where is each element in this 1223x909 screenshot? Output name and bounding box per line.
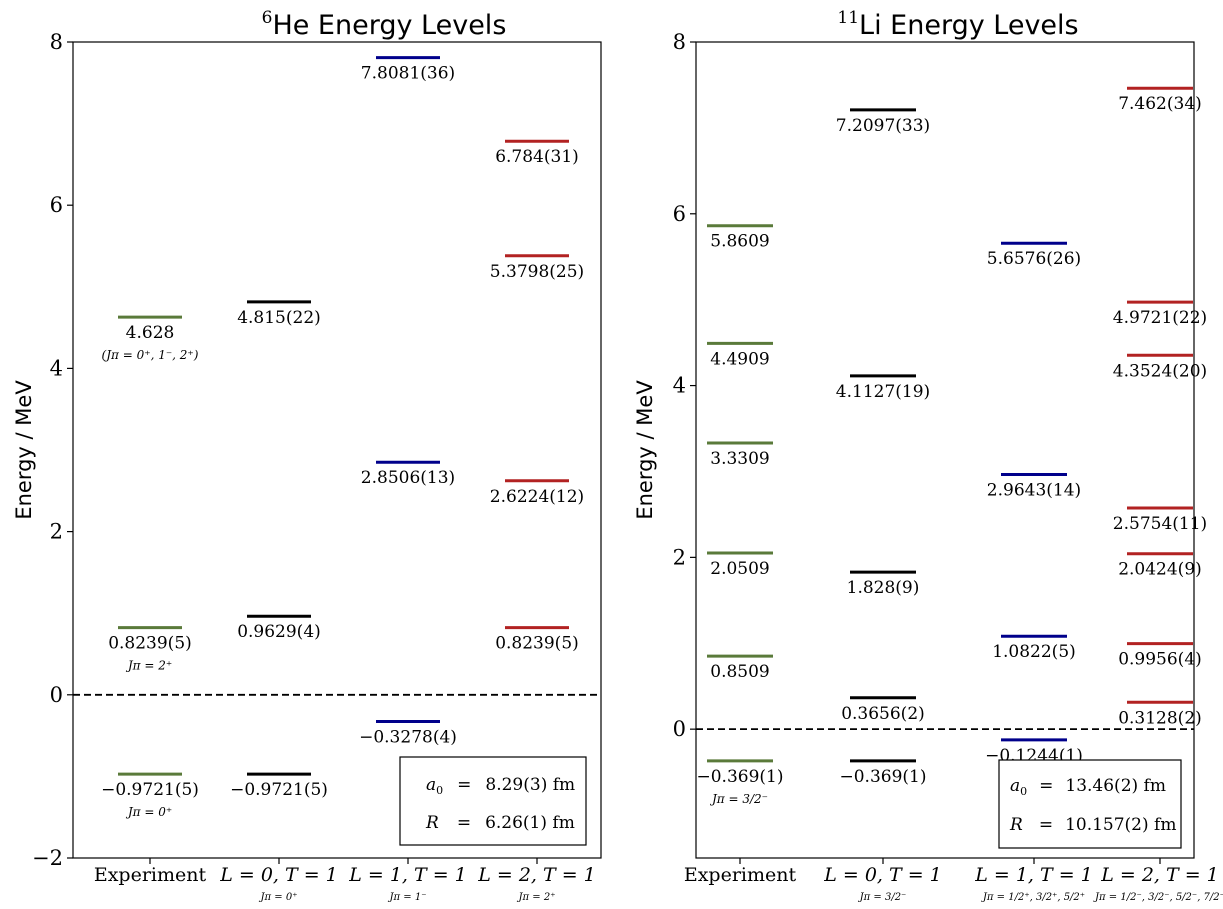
energy-level-label: 3.3309: [710, 449, 769, 469]
y-tick-label: 4: [673, 374, 686, 398]
x-tick-sublabel: Jπ = 2⁺: [517, 892, 556, 903]
energy-level-label: 1.0822(5): [992, 642, 1076, 662]
energy-level-label: 0.9956(4): [1118, 650, 1202, 670]
energy-level-label: 0.8509: [710, 662, 769, 682]
energy-level-label: −0.9721(5): [230, 780, 328, 800]
energy-level-label: 5.8609: [710, 232, 769, 252]
energy-level-label: 4.9721(22): [1113, 308, 1207, 328]
param-a0-value: 8.29(3) fm: [485, 775, 575, 795]
x-tick-label: L = 0, T = 1: [823, 864, 942, 886]
panel-title: 6He Energy Levels: [262, 8, 507, 41]
energy-level-label: 7.462(34): [1118, 94, 1202, 114]
spin-parity-note: (Jπ = 0⁺, 1⁻, 2⁺): [102, 348, 199, 362]
spin-parity-note: Jπ = 3/2⁻: [709, 792, 768, 806]
energy-level-label: 7.8081(36): [361, 64, 455, 84]
param-R: R = 10.157(2) fm: [1009, 815, 1176, 835]
energy-level-label: −0.3278(4): [359, 728, 457, 748]
energy-levels: 4.628 (Jπ = 0⁺, 1⁻, 2⁺) 0.8239(5) Jπ = 2⁺ −0…: [73, 56, 601, 819]
plot-frame: [72, 41, 602, 859]
energy-level-label: 2.9643(14): [987, 481, 1081, 501]
energy-level-label: 5.6576(26): [987, 249, 1081, 269]
plot-frame: [695, 41, 1195, 859]
panel-title: 11Li Energy Levels: [837, 8, 1078, 41]
y-tick-label: 2: [673, 545, 686, 569]
parameter-box-frame: [399, 756, 587, 846]
energy-level-label: −0.369(1): [697, 767, 784, 787]
y-tick-label: 6: [673, 202, 686, 226]
energy-level-label: 5.3798(25): [490, 262, 584, 282]
x-tick-label: L = 1, T = 1: [348, 864, 467, 886]
x-tick-label: Experiment: [94, 864, 207, 886]
energy-level-label: 0.8239(5): [495, 634, 579, 654]
param-a0: a0 = 13.46(2) fm: [1010, 776, 1166, 798]
energy-level-label: 7.2097(33): [836, 116, 930, 136]
x-tick-sublabel: Jπ = 3/2⁻: [858, 892, 907, 903]
y-tick-label: 2: [50, 520, 63, 544]
y-tick-label: 8: [673, 30, 686, 54]
param-R: R = 6.26(1) fm: [425, 813, 575, 833]
y-tick-label: 6: [50, 193, 63, 217]
title-text: Li Energy Levels: [859, 10, 1079, 41]
energy-level-label: 4.815(22): [237, 308, 321, 328]
x-tick-label: L = 2, T = 1: [477, 864, 596, 886]
energy-level-label: 2.6224(12): [490, 487, 584, 507]
y-axis-label: Energy / MeV: [12, 380, 36, 520]
x-tick-label: L = 1, T = 1: [974, 864, 1093, 886]
parameter-box: a0 = 8.29(3) fm R = 6.26(1) fm: [399, 756, 587, 846]
param-a0-value: 13.46(2) fm: [1065, 776, 1166, 796]
y-ticks: −2 0 2 4 6 8: [32, 30, 73, 870]
param-a0: a0 = 8.29(3) fm: [426, 775, 575, 797]
spin-parity-note: Jπ = 0⁺: [125, 805, 172, 819]
parameter-box-frame: [998, 759, 1182, 849]
energy-level-label: 0.3656(2): [841, 704, 925, 724]
energy-level-label: −0.369(1): [840, 767, 927, 787]
x-tick-labels: Experiment L = 0, T = 1 Jπ = 0⁺ L = 1, T = …: [94, 858, 596, 903]
energy-level-label: 4.1127(19): [836, 382, 930, 402]
spin-parity-note: Jπ = 2⁺: [125, 659, 172, 673]
energy-level-label: 4.3524(20): [1113, 361, 1207, 381]
x-tick-label: L = 0, T = 1: [219, 864, 338, 886]
energy-level-label: 0.3128(2): [1118, 708, 1202, 728]
panel-li11: 11Li Energy Levels Energy / MeV 0 2 4 6 8 5.…: [633, 8, 1223, 903]
energy-level-label: 4.628: [126, 323, 175, 343]
title-superscript: 6: [262, 8, 273, 28]
x-tick-sublabel: Jπ = 1/2⁻, 3/2⁻, 5/2⁻, 7/2⁻: [1093, 892, 1223, 903]
x-tick-label: Experiment: [684, 864, 797, 886]
x-tick-label: L = 2, T = 1: [1100, 864, 1219, 886]
y-tick-label: 0: [673, 717, 686, 741]
energy-level-label: 4.4909: [710, 349, 769, 369]
x-tick-labels: Experiment L = 0, T = 1 Jπ = 3/2⁻ L = 1, T …: [684, 858, 1223, 903]
param-R-value: 6.26(1) fm: [485, 813, 575, 833]
y-tick-label: 0: [50, 683, 63, 707]
x-tick-sublabel: Jπ = 0⁺: [259, 892, 298, 903]
y-tick-label: 4: [50, 356, 63, 380]
y-axis-label: Energy / MeV: [633, 380, 657, 520]
energy-level-label: 0.9629(4): [237, 622, 321, 642]
energy-level-label: 2.0509: [710, 559, 769, 579]
energy-level-label: 2.8506(13): [361, 468, 455, 488]
energy-level-label: 6.784(31): [495, 147, 579, 167]
energy-level-label: 2.0424(9): [1118, 560, 1202, 580]
energy-level-label: 2.5754(11): [1113, 514, 1207, 534]
x-tick-sublabel: Jπ = 1⁻: [388, 892, 427, 903]
y-tick-label: 8: [50, 30, 63, 54]
title-text: He Energy Levels: [272, 10, 506, 41]
energy-levels: 5.8609 4.4909 3.3309 2.0509 0.8509 −0.369(1) J…: [696, 86, 1207, 806]
energy-level-label: 0.8239(5): [108, 634, 192, 654]
energy-level-label: −0.9721(5): [101, 780, 199, 800]
x-tick-sublabel: Jπ = 1/2⁺, 3/2⁺, 5/2⁺: [981, 892, 1085, 903]
param-R-value: 10.157(2) fm: [1065, 815, 1176, 835]
y-tick-label: −2: [32, 846, 63, 870]
title-superscript: 11: [837, 8, 859, 28]
y-ticks: 0 2 4 6 8: [673, 30, 696, 741]
parameter-box: a0 = 13.46(2) fm R = 10.157(2) fm: [998, 759, 1182, 849]
energy-level-label: 1.828(9): [847, 578, 920, 598]
